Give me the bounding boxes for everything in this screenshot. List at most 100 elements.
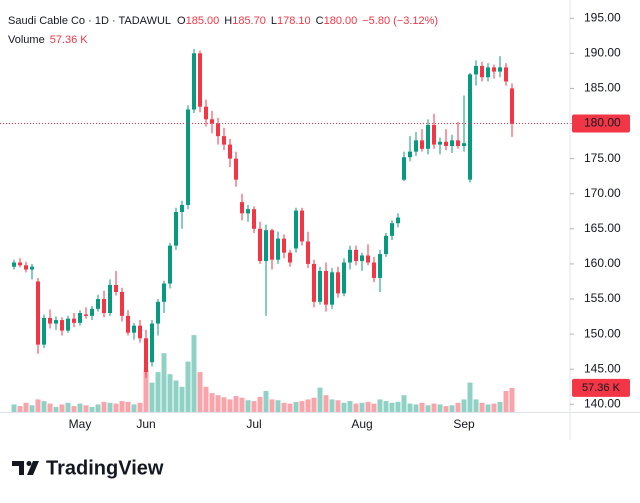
y-tick-label: 165.00 <box>584 221 621 235</box>
volume-bar <box>131 404 137 412</box>
candle-body <box>96 298 100 309</box>
volume-tag-label: 57.36 K <box>582 382 621 394</box>
ohlc-key: O <box>177 15 186 27</box>
candle-body <box>78 313 82 323</box>
volume-bar <box>395 401 401 412</box>
candle-body <box>216 123 220 137</box>
candle-body <box>90 308 94 316</box>
volume-bar <box>233 396 239 412</box>
candle-body <box>168 245 172 284</box>
volume-bar <box>149 382 155 412</box>
candle-body <box>450 140 454 146</box>
volume-bar <box>377 399 383 412</box>
candle-body <box>192 53 196 110</box>
candle-body <box>378 254 382 278</box>
y-tick-label: 155.00 <box>584 291 621 305</box>
candle-body <box>60 320 64 331</box>
candle-body <box>306 241 310 264</box>
volume-bar <box>509 387 515 412</box>
volume-bar <box>167 374 173 412</box>
x-tick-label: Jun <box>136 417 155 431</box>
candle-body <box>348 249 352 263</box>
candle-body <box>444 141 448 146</box>
y-tick-label: 190.00 <box>584 46 621 60</box>
volume-bar <box>41 401 47 412</box>
candle-body <box>180 204 184 212</box>
volume-bar <box>257 396 263 412</box>
candle-body <box>510 88 514 124</box>
brand: TradingView <box>46 457 164 479</box>
volume-bar <box>251 401 257 412</box>
volume-bar <box>329 399 335 412</box>
candles <box>12 49 514 378</box>
candle-body <box>66 318 70 331</box>
volume-bar <box>455 402 461 412</box>
candle-body <box>42 317 46 345</box>
candle-body <box>102 298 106 314</box>
candle-body <box>126 315 130 333</box>
volume-bar <box>23 402 29 412</box>
candle-body <box>474 65 478 75</box>
candle-body <box>204 106 208 120</box>
candle-body <box>258 228 262 262</box>
candle-body <box>84 314 88 316</box>
volume-bar <box>389 402 395 412</box>
candle-body <box>174 211 178 246</box>
volume-bar <box>143 370 149 412</box>
volume-bar <box>191 335 197 412</box>
symbol: Saudi Cable Co · 1D · TADAWUL <box>8 15 171 27</box>
candle-body <box>144 338 148 372</box>
candle-body <box>30 266 34 270</box>
volume-bar <box>53 406 59 412</box>
candle-body <box>150 323 154 363</box>
candle-body <box>498 67 502 72</box>
volume-bar <box>485 404 491 412</box>
volume-bar <box>185 361 191 412</box>
candle-body <box>468 74 472 180</box>
ohlc-key: C <box>316 15 324 27</box>
candle-body <box>420 140 424 149</box>
volume-bar <box>467 382 473 412</box>
volume-bar <box>47 403 53 412</box>
volume-bar <box>275 400 281 412</box>
volume-bar <box>419 402 425 412</box>
candle-body <box>312 263 316 302</box>
y-tick-label: 150.00 <box>584 326 621 340</box>
candle-body <box>228 144 232 159</box>
volume-bar <box>77 403 83 412</box>
candle-body <box>342 262 346 294</box>
candle-body <box>432 124 436 145</box>
candle-body <box>360 255 364 262</box>
candle-body <box>48 317 52 324</box>
volume-bar <box>413 404 419 412</box>
y-tick-label: 175.00 <box>584 151 621 165</box>
candle-body <box>222 136 226 145</box>
candle-body <box>132 325 136 333</box>
candle-body <box>234 158 238 180</box>
volume-bar <box>473 399 479 412</box>
candle-body <box>324 270 328 305</box>
volume-bar <box>71 406 77 412</box>
volume-bar <box>95 404 101 412</box>
volume-bar <box>287 403 293 412</box>
candle-body <box>246 209 250 214</box>
tradingview-logo <box>12 461 39 475</box>
volume-bar <box>503 391 509 412</box>
volume-bar <box>353 403 359 412</box>
volume-bar <box>119 401 125 412</box>
volume-bar <box>155 372 161 412</box>
y-tick-label: 160.00 <box>584 256 621 270</box>
volume-bar <box>341 402 347 412</box>
volume-value: 57.36 K <box>50 34 89 46</box>
last-price-label: 180.00 <box>584 116 621 130</box>
y-tick-label: 140.00 <box>584 396 621 410</box>
candle-body <box>264 230 268 262</box>
volume-bar <box>305 399 311 412</box>
volume-bar <box>17 406 23 412</box>
candle-body <box>120 291 124 316</box>
volume-bar <box>89 406 95 412</box>
volume-bar <box>371 403 377 412</box>
volume-bar <box>365 401 371 412</box>
candle-body <box>276 238 280 260</box>
